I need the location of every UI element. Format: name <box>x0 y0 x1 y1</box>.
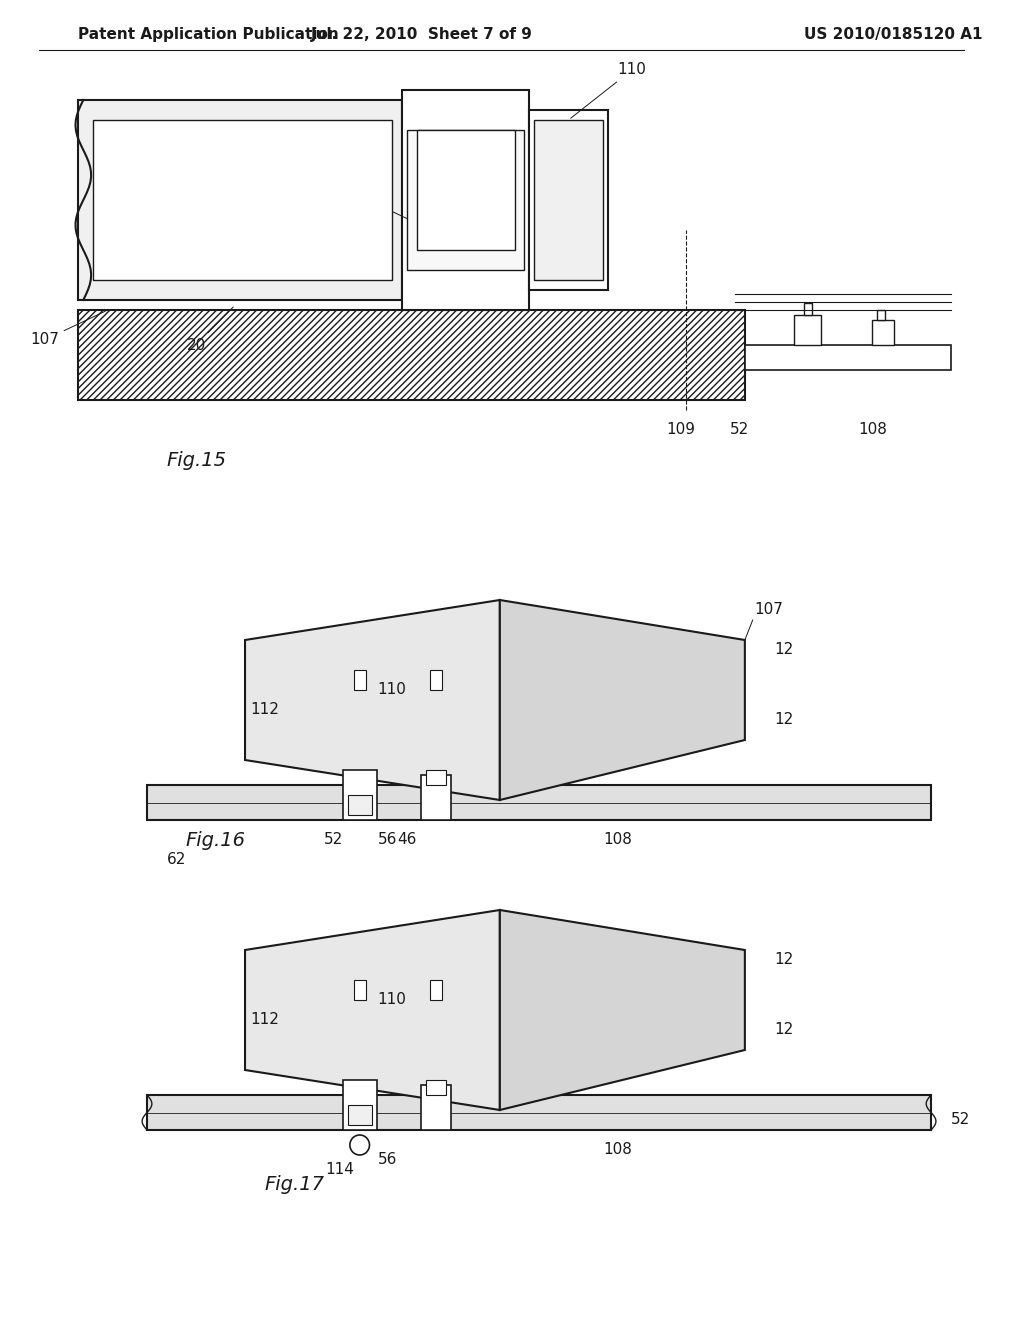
Bar <box>407 129 524 271</box>
Bar <box>430 979 442 1001</box>
Text: 107: 107 <box>755 602 783 618</box>
Bar <box>426 1080 445 1096</box>
Bar <box>343 770 377 820</box>
Text: 114: 114 <box>326 1163 354 1177</box>
Text: 56: 56 <box>378 833 397 847</box>
Text: 108: 108 <box>603 1143 632 1158</box>
Bar <box>348 795 373 814</box>
Text: Patent Application Publication: Patent Application Publication <box>79 28 339 42</box>
Text: Jul. 22, 2010  Sheet 7 of 9: Jul. 22, 2010 Sheet 7 of 9 <box>310 28 532 42</box>
Text: 108: 108 <box>603 833 632 847</box>
Bar <box>535 120 603 280</box>
Text: 56: 56 <box>378 1152 397 1167</box>
Text: 20: 20 <box>186 308 233 352</box>
Circle shape <box>350 1135 370 1155</box>
Bar <box>147 1096 931 1130</box>
Text: 110: 110 <box>570 62 646 119</box>
Bar <box>79 100 401 300</box>
Text: 110: 110 <box>378 993 407 1007</box>
Text: 112: 112 <box>353 193 429 228</box>
Bar <box>93 120 392 280</box>
Bar <box>343 1080 377 1130</box>
Bar <box>426 770 445 785</box>
Bar <box>744 345 950 370</box>
Text: 107: 107 <box>30 312 105 347</box>
Text: 112: 112 <box>250 1012 280 1027</box>
Bar <box>794 315 821 345</box>
Text: Fig.17: Fig.17 <box>264 1176 324 1195</box>
Text: Fig.16: Fig.16 <box>185 830 246 850</box>
Bar <box>804 304 811 315</box>
Bar <box>872 319 894 345</box>
Bar <box>529 110 607 290</box>
Text: 52: 52 <box>730 422 750 437</box>
Bar <box>354 671 366 690</box>
Bar <box>401 90 529 310</box>
Bar <box>417 129 514 249</box>
Text: 12: 12 <box>774 1023 794 1038</box>
Bar <box>422 1085 451 1130</box>
Text: Fig.15: Fig.15 <box>166 450 226 470</box>
Text: 110: 110 <box>378 682 407 697</box>
Bar <box>79 310 744 400</box>
Text: 52: 52 <box>950 1113 970 1127</box>
Bar <box>354 979 366 1001</box>
Text: 12: 12 <box>774 713 794 727</box>
Polygon shape <box>245 909 500 1110</box>
Text: US 2010/0185120 A1: US 2010/0185120 A1 <box>804 28 982 42</box>
Bar <box>422 775 451 820</box>
Bar <box>430 671 442 690</box>
Text: 108: 108 <box>858 422 887 437</box>
Text: 12: 12 <box>774 953 794 968</box>
Bar <box>348 1105 373 1125</box>
Text: 112: 112 <box>250 702 280 718</box>
Polygon shape <box>245 601 500 800</box>
Polygon shape <box>500 601 744 800</box>
Bar <box>147 785 931 820</box>
Text: 46: 46 <box>397 833 417 847</box>
Text: 12: 12 <box>774 643 794 657</box>
Text: 62: 62 <box>167 853 186 867</box>
Polygon shape <box>500 909 744 1110</box>
Text: 52: 52 <box>324 833 343 847</box>
Bar <box>878 310 885 319</box>
Text: 109: 109 <box>667 422 695 437</box>
